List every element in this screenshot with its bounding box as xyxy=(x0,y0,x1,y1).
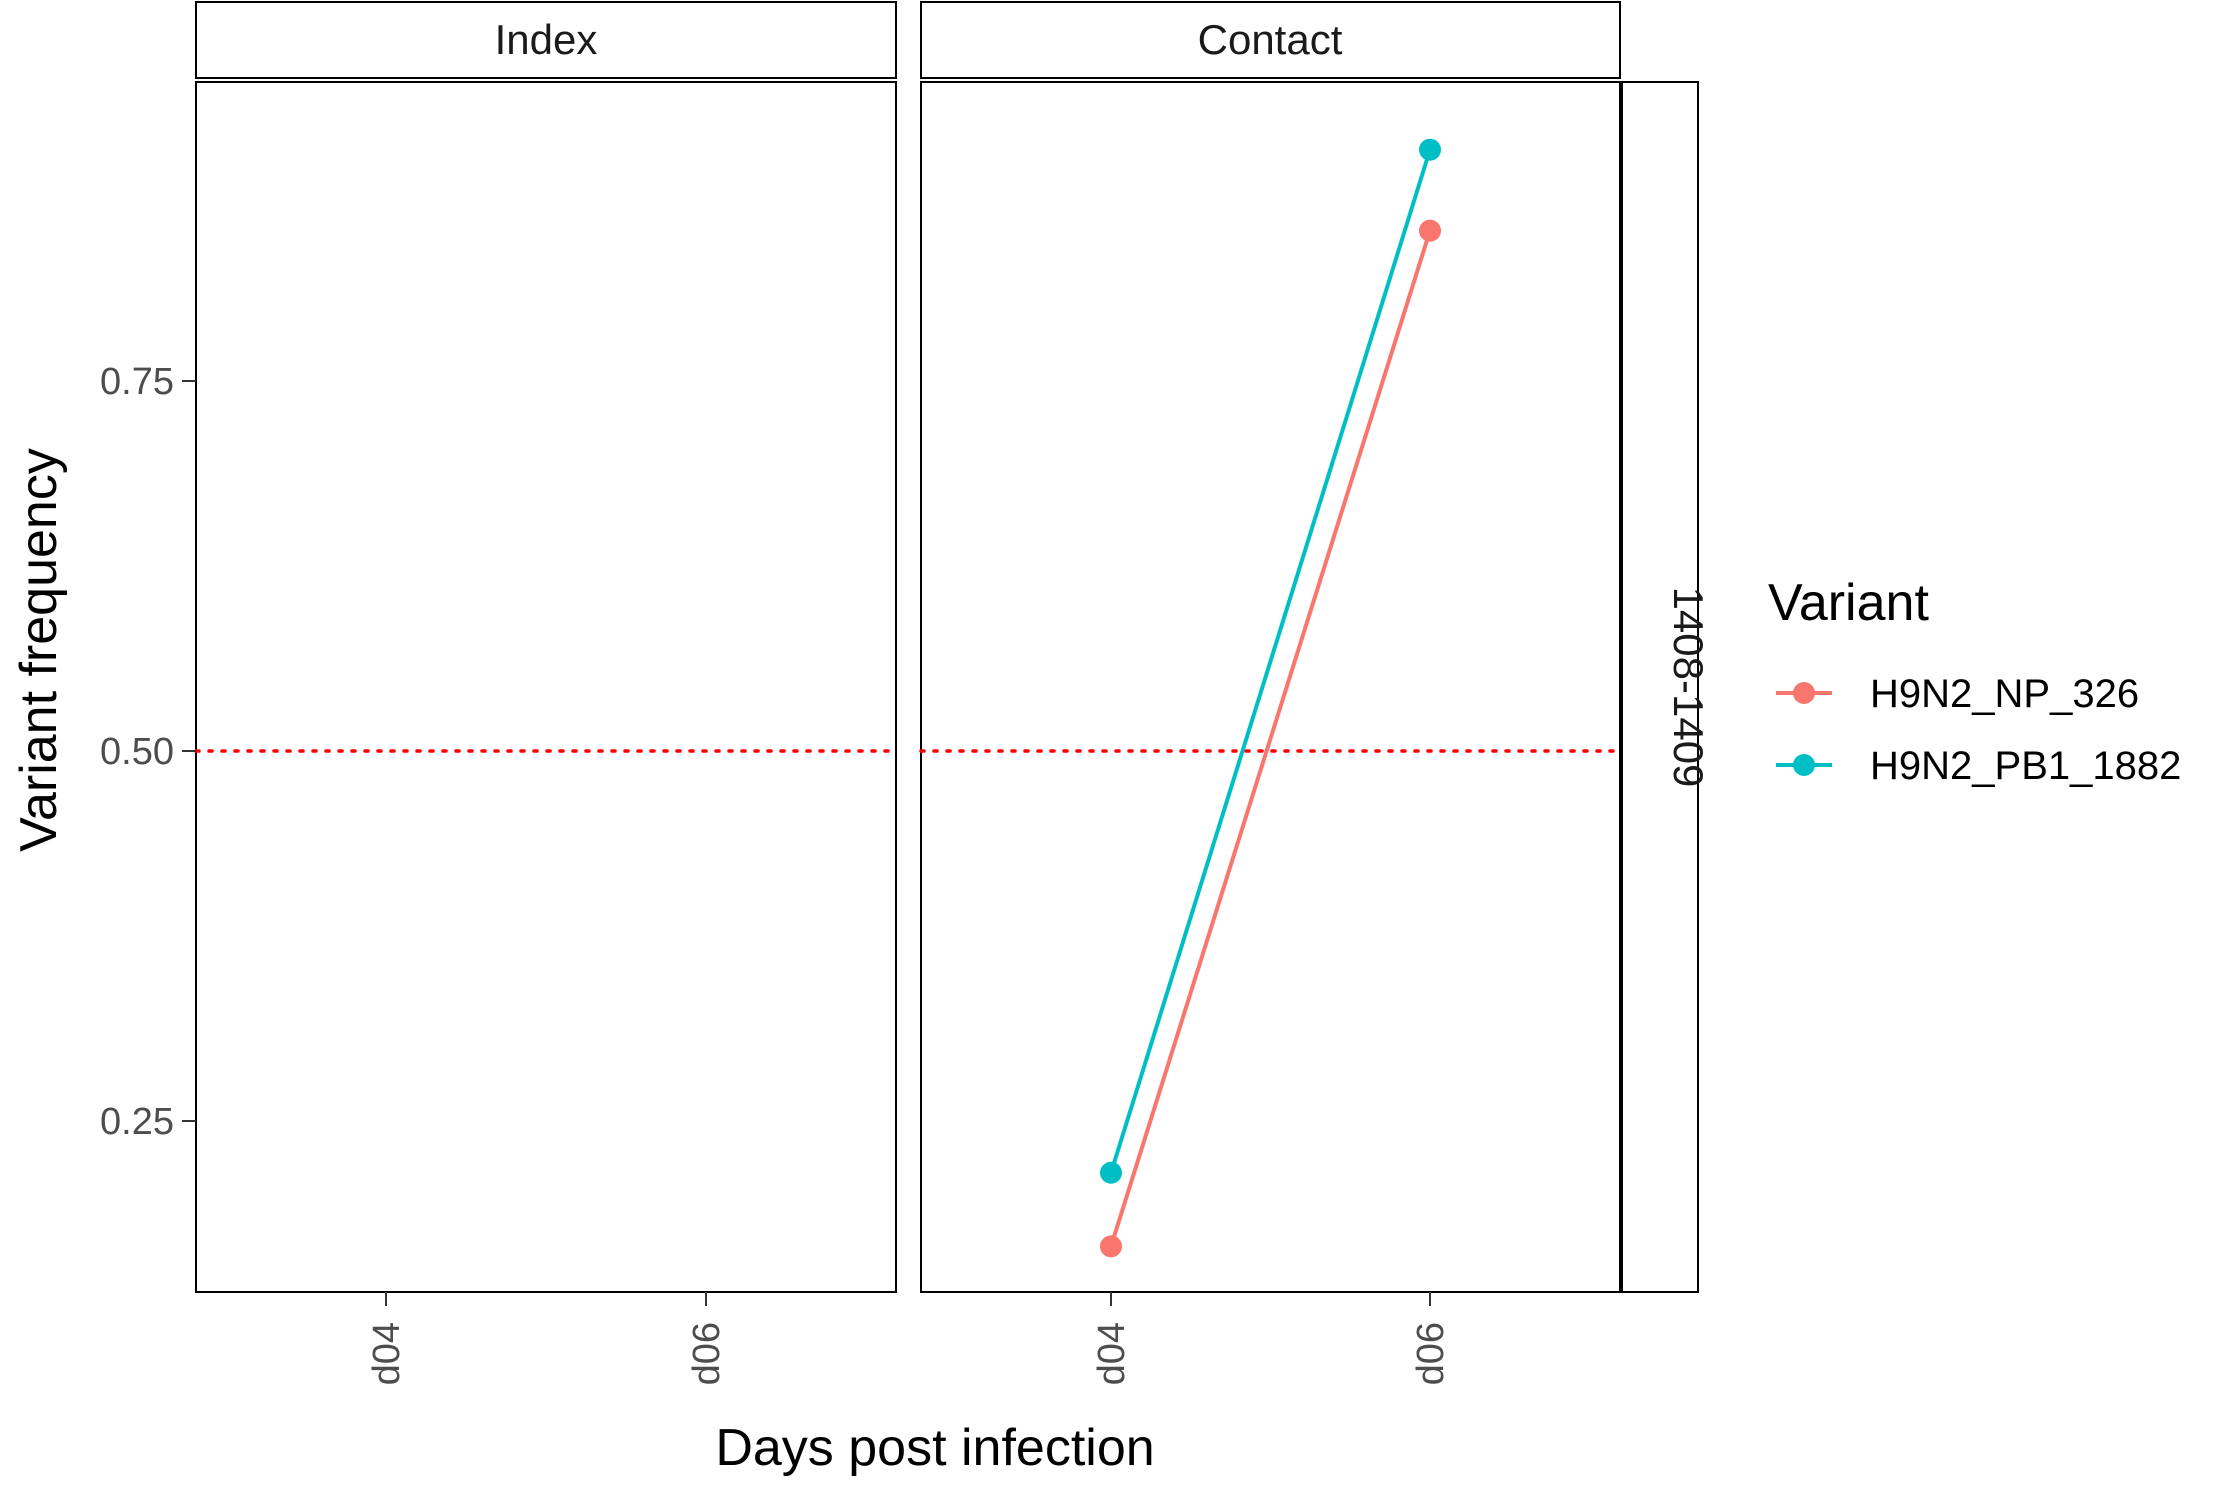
facet-strip-contact: Contact xyxy=(920,1,1621,79)
x-axis-index: d04 d06 xyxy=(366,1292,728,1385)
legend-item-pb11882: H9N2_PB1_1882 xyxy=(1776,744,2181,788)
facet-label-index: Index xyxy=(495,16,598,63)
y-tick-label-2: 0.75 xyxy=(100,361,174,403)
legend: Variant H9N2_NP_326 H9N2_PB1_1882 xyxy=(1768,574,2181,788)
panel-contact-border xyxy=(920,81,1621,1293)
legend-label-np326: H9N2_NP_326 xyxy=(1870,672,2139,716)
x-tick-label-contact-1: d06 xyxy=(1410,1322,1452,1385)
x-tick-label-index-0: d04 xyxy=(366,1322,408,1385)
y-axis-title: Variant frequency xyxy=(10,448,68,852)
legend-key-point-np326 xyxy=(1793,682,1815,704)
x-tick-label-index-1: d06 xyxy=(686,1322,728,1385)
data-point-0-1 xyxy=(1419,219,1441,242)
legend-item-np326: H9N2_NP_326 xyxy=(1776,672,2139,716)
y-tick-label-0: 0.25 xyxy=(100,1101,174,1143)
facet-label-row: 1408-1409 xyxy=(1665,587,1712,788)
legend-title: Variant xyxy=(1768,574,1929,632)
data-point-1-0 xyxy=(1100,1161,1122,1184)
series-line-1 xyxy=(1109,149,1432,1174)
legend-key-point-pb11882 xyxy=(1793,754,1815,776)
data-marks xyxy=(1100,138,1441,1258)
facet-strip-index: Index xyxy=(195,1,897,79)
series-line-0 xyxy=(1109,230,1432,1247)
data-point-1-1 xyxy=(1419,138,1441,161)
facet-label-contact: Contact xyxy=(1198,16,1343,63)
data-point-0-0 xyxy=(1100,1235,1122,1258)
facet-strip-row: 1408-1409 xyxy=(1621,81,1712,1293)
legend-label-pb11882: H9N2_PB1_1882 xyxy=(1870,744,2181,788)
y-tick-label-1: 0.50 xyxy=(100,731,174,773)
x-axis-title: Days post infection xyxy=(715,1419,1154,1477)
y-axis: 0.25 0.50 0.75 xyxy=(100,361,196,1143)
x-tick-label-contact-0: d04 xyxy=(1091,1322,1133,1385)
panel-index-border xyxy=(195,81,897,1293)
x-axis-contact: d04 d06 xyxy=(1091,1292,1452,1385)
